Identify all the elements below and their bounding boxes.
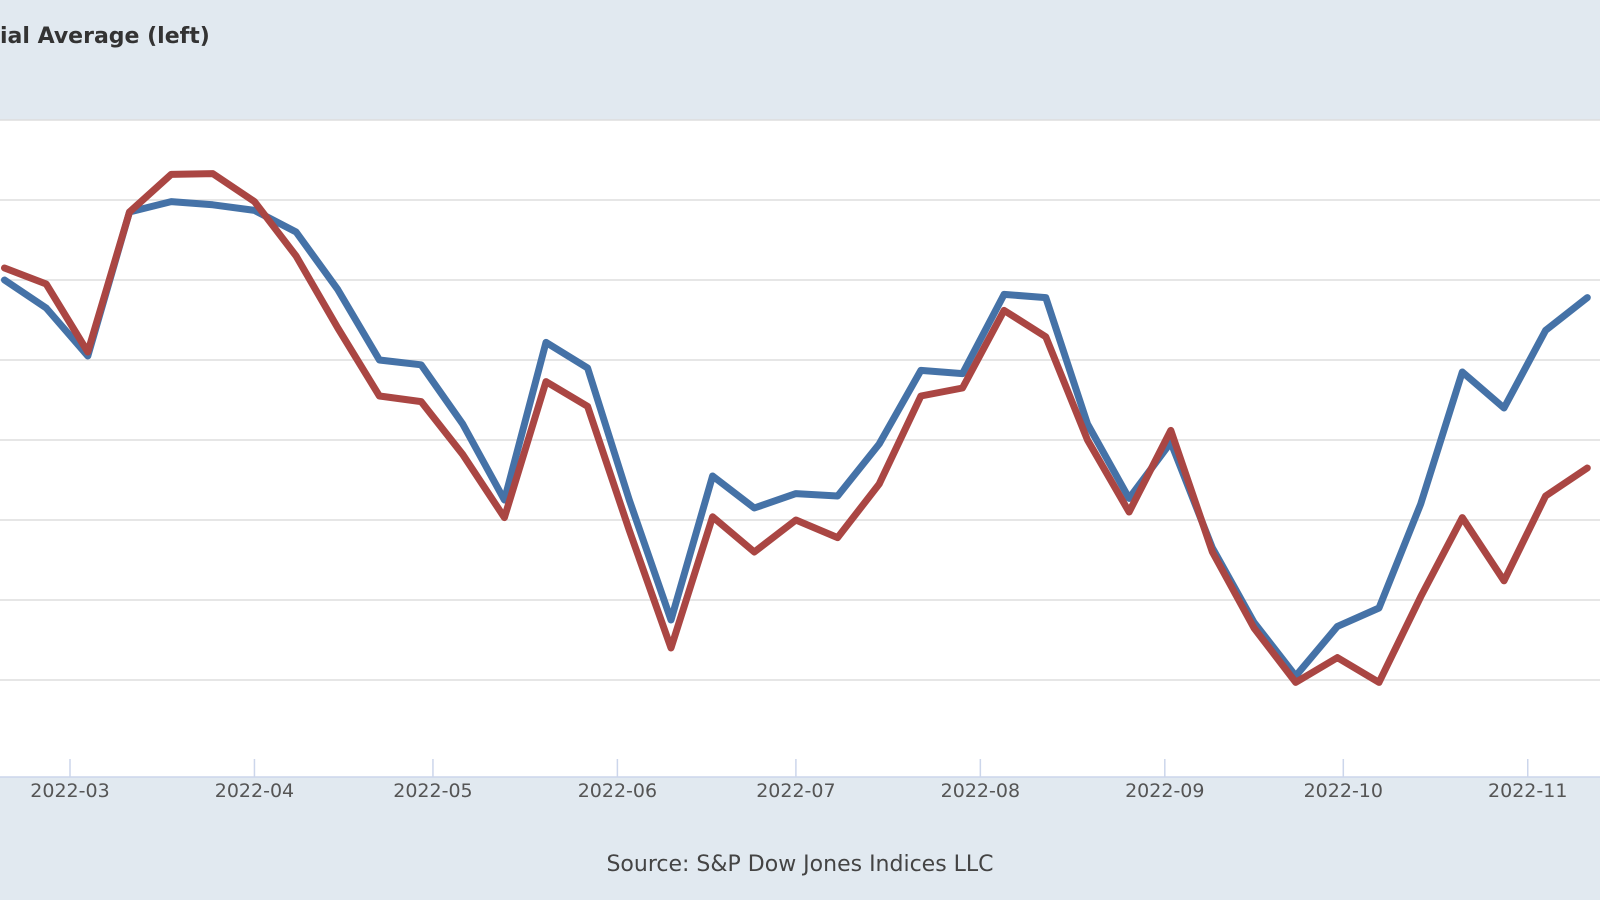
x-axis: 2022-03 2022-04 2022-05 2022-06 2022-07 2022-… <box>0 759 1600 802</box>
series-line-2[interactable] <box>1 170 1591 686</box>
x-tick-label: 2022-10 <box>1304 780 1383 802</box>
series-lines <box>1 170 1591 686</box>
plot-background <box>0 120 1600 777</box>
x-tick-label: 2022-06 <box>578 780 657 802</box>
x-tick-label: 2022-11 <box>1488 780 1567 802</box>
source-note: Source: S&P Dow Jones Indices LLC <box>606 852 994 877</box>
x-tick-label: 2022-04 <box>215 780 294 802</box>
x-tick-label: 2022-03 <box>30 780 109 802</box>
x-tick-label: 2022-09 <box>1125 780 1204 802</box>
legend-band: ial Average (left) <box>0 0 1600 120</box>
x-tick-label: 2022-07 <box>756 780 835 802</box>
x-tick-label: 2022-05 <box>393 780 472 802</box>
x-tick-label: 2022-08 <box>941 780 1020 802</box>
legend-label: ial Average (left) <box>0 24 210 49</box>
